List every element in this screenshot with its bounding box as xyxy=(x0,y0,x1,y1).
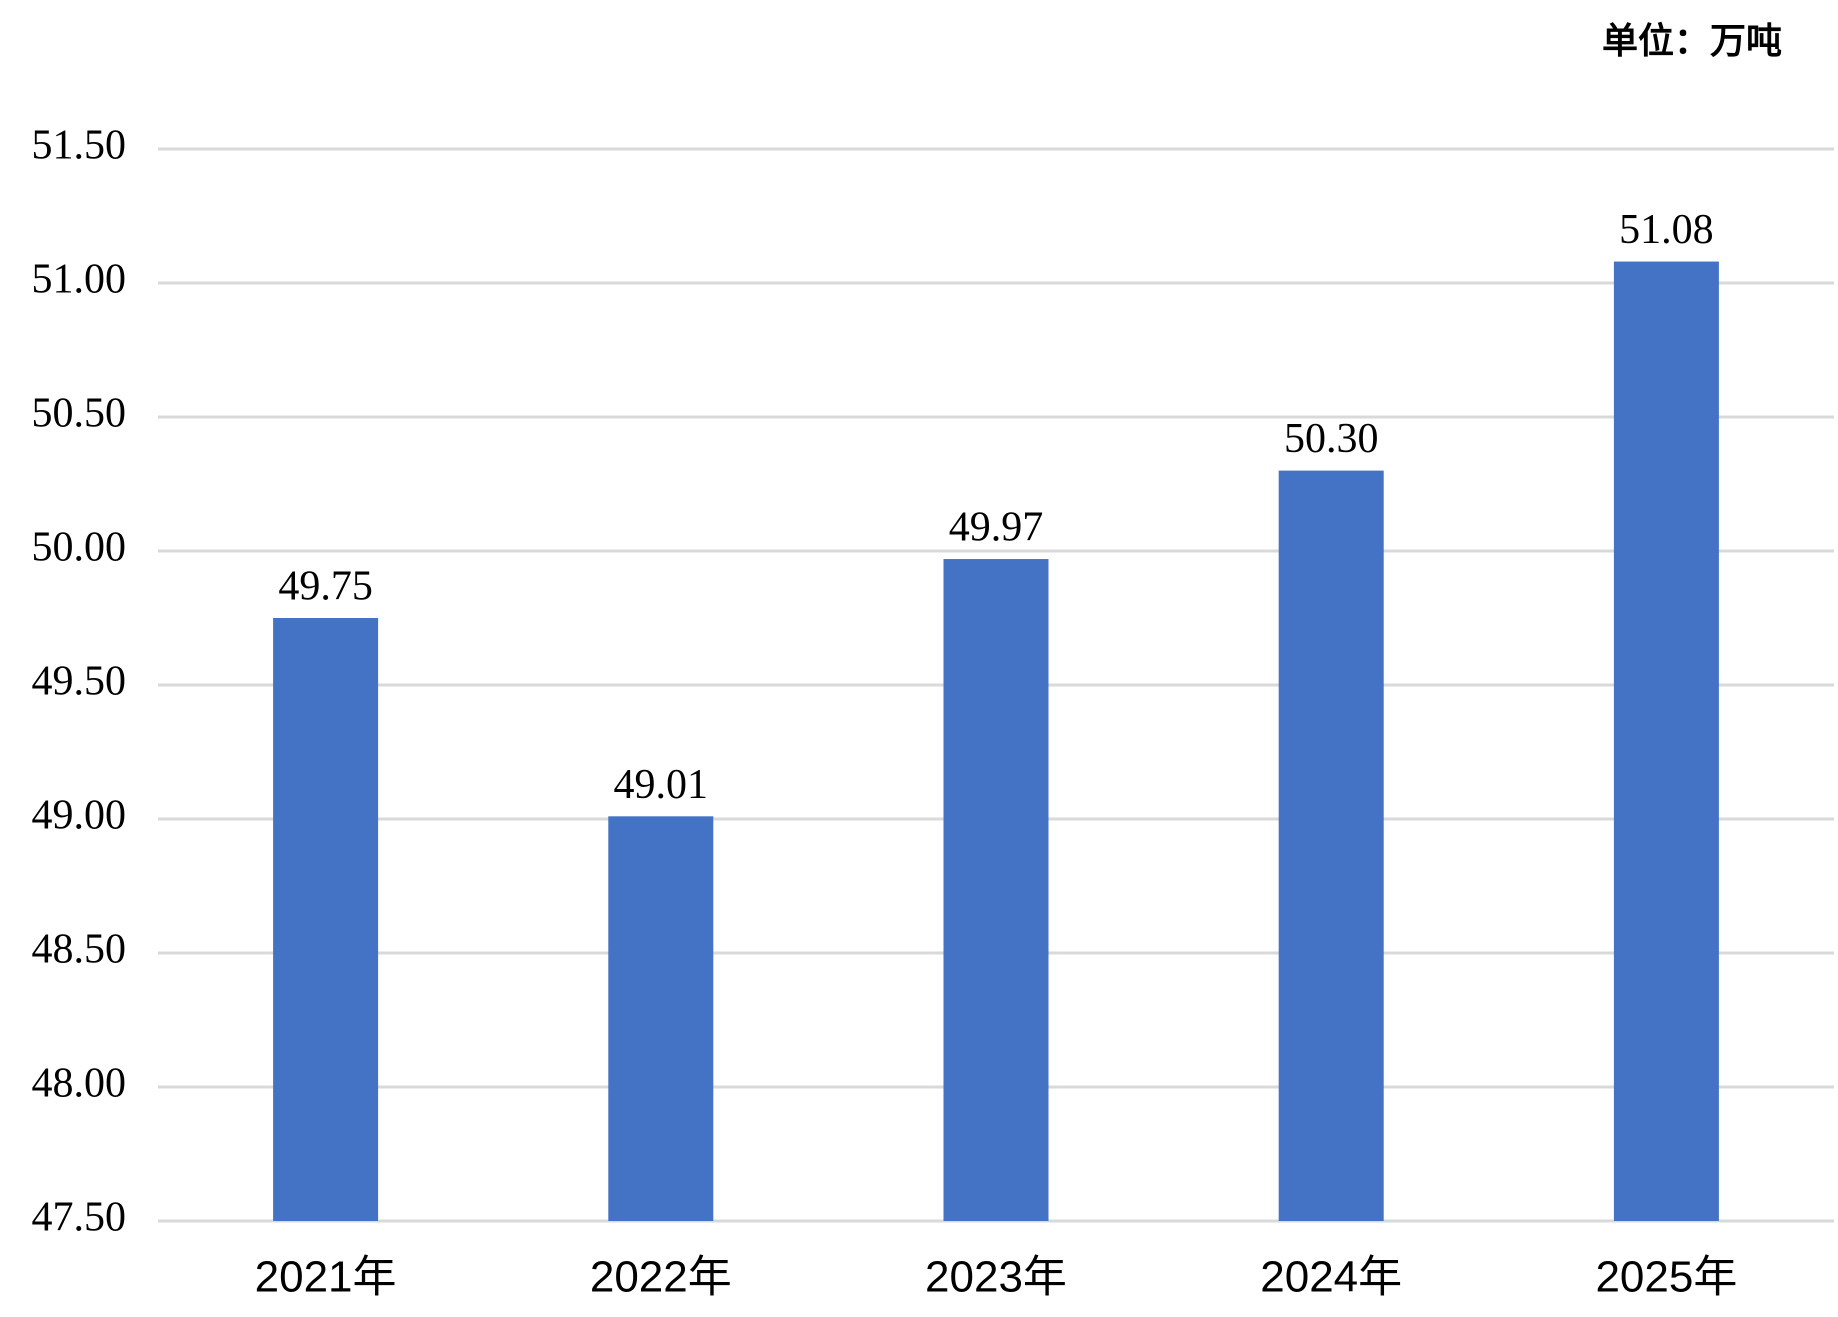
bar xyxy=(1278,470,1384,1222)
y-tick-label: 48.50 xyxy=(32,927,127,973)
value-label: 49.01 xyxy=(614,762,709,808)
y-tick-label: 50.50 xyxy=(32,391,127,437)
x-tick-label: 2023年 xyxy=(925,1253,1067,1302)
y-tick-label: 49.00 xyxy=(32,793,127,839)
bar xyxy=(608,816,714,1221)
y-tick-label: 50.00 xyxy=(32,525,127,571)
value-label: 51.08 xyxy=(1619,207,1714,253)
y-tick-label: 47.50 xyxy=(32,1195,127,1241)
y-tick-label: 51.50 xyxy=(32,123,127,169)
value-label: 50.30 xyxy=(1284,416,1379,462)
x-tick-label: 2021年 xyxy=(255,1253,397,1302)
value-label: 49.75 xyxy=(278,564,373,610)
x-tick-label: 2025年 xyxy=(1595,1253,1737,1302)
y-tick-label: 48.00 xyxy=(32,1061,127,1107)
bar xyxy=(943,559,1049,1221)
value-label: 49.97 xyxy=(949,505,1044,551)
bar xyxy=(273,618,379,1221)
x-tick-label: 2022年 xyxy=(590,1253,732,1302)
y-tick-label: 49.50 xyxy=(32,659,127,705)
y-tick-label: 51.00 xyxy=(32,257,127,303)
bar xyxy=(1613,261,1719,1221)
unit-label: 单位：万吨 xyxy=(1602,21,1782,62)
x-tick-label: 2024年 xyxy=(1260,1253,1402,1302)
